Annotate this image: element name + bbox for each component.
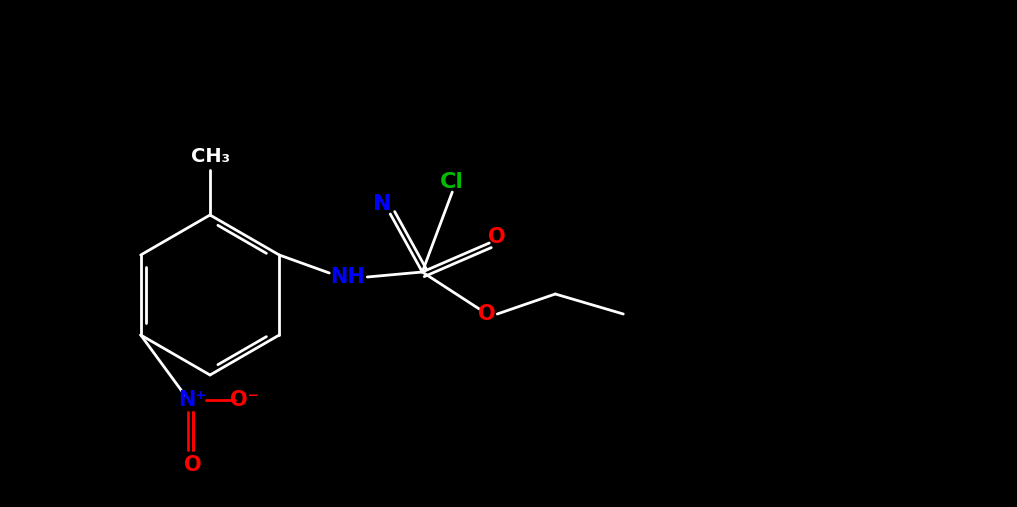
Text: N⁺: N⁺ — [179, 390, 206, 410]
Text: CH₃: CH₃ — [190, 148, 230, 166]
Text: NH: NH — [330, 267, 365, 287]
Text: Cl: Cl — [440, 172, 465, 192]
Text: O: O — [184, 455, 201, 475]
Text: O: O — [478, 304, 496, 324]
Text: O: O — [488, 227, 506, 247]
Text: O⁻: O⁻ — [231, 390, 259, 410]
Text: N: N — [373, 194, 392, 214]
